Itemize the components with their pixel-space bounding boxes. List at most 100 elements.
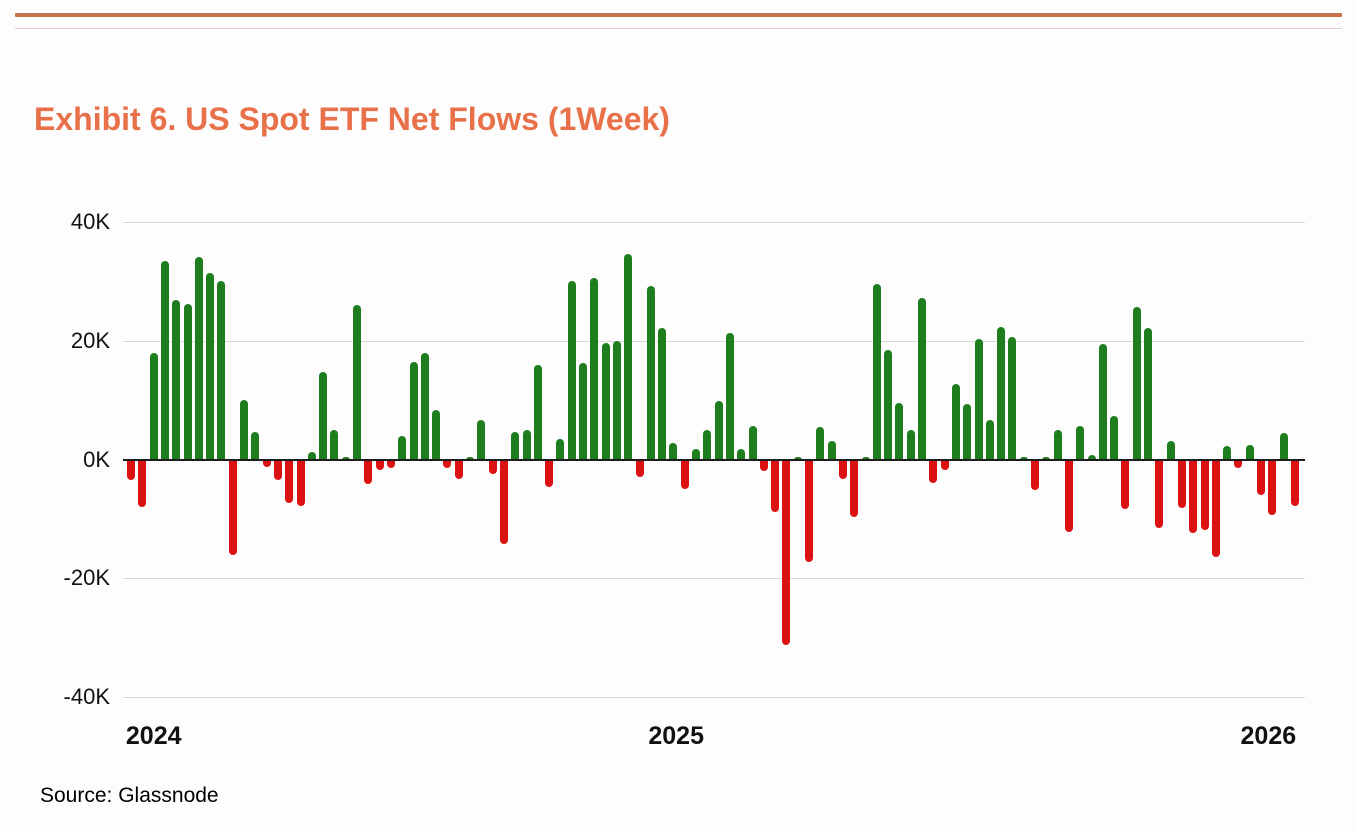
bar-week-12 xyxy=(251,431,260,460)
bar-week-46 xyxy=(635,459,644,477)
bar-week-103 xyxy=(1279,433,1288,460)
bar-week-3 xyxy=(149,352,158,460)
bar-week-70 xyxy=(906,429,915,460)
bar-week-74 xyxy=(951,384,960,460)
bar-week-63 xyxy=(827,440,836,460)
bar-week-22 xyxy=(364,459,373,485)
bar-week-48 xyxy=(658,328,667,460)
bar-week-27 xyxy=(420,353,429,460)
bar-week-69 xyxy=(895,403,904,460)
bar-week-72 xyxy=(929,459,938,484)
bar-week-99 xyxy=(1234,459,1243,469)
gridline-20K xyxy=(123,340,1305,342)
bar-week-1 xyxy=(127,459,135,481)
bar-week-57 xyxy=(759,459,768,472)
bar-week-11 xyxy=(240,400,248,460)
bar-week-4 xyxy=(160,260,169,460)
bar-week-15 xyxy=(285,459,294,504)
bar-week-102 xyxy=(1268,459,1277,515)
bar-week-80 xyxy=(1019,456,1028,460)
top-accent-rule xyxy=(15,13,1342,17)
gridline--40K xyxy=(123,697,1305,698)
bar-week-101 xyxy=(1257,459,1266,495)
bar-week-36 xyxy=(522,429,531,460)
bar-week-64 xyxy=(838,459,847,479)
bar-week-25 xyxy=(398,436,407,460)
bar-week-17 xyxy=(307,451,316,460)
bar-week-18 xyxy=(319,372,328,460)
bar-week-16 xyxy=(296,459,305,507)
bar-week-67 xyxy=(872,284,881,460)
bar-week-44 xyxy=(612,341,621,460)
bar-week-30 xyxy=(454,459,463,479)
bar-week-88 xyxy=(1110,416,1119,460)
bar-week-87 xyxy=(1098,343,1107,460)
bar-week-2 xyxy=(138,459,147,507)
bar-week-14 xyxy=(273,459,282,480)
bar-week-23 xyxy=(375,459,384,470)
bar-week-49 xyxy=(669,443,678,460)
bar-week-66 xyxy=(861,456,870,460)
bar-week-58 xyxy=(771,459,780,512)
bar-week-13 xyxy=(262,459,271,467)
chart-title: Exhibit 6. US Spot ETF Net Flows (1Week) xyxy=(34,101,670,137)
bar-week-86 xyxy=(1087,454,1096,460)
bar-week-35 xyxy=(511,431,520,460)
bar-week-26 xyxy=(409,361,418,460)
bar-week-96 xyxy=(1200,459,1209,530)
bar-week-62 xyxy=(816,427,825,460)
bar-week-50 xyxy=(680,459,689,489)
bar-week-29 xyxy=(443,459,452,469)
bar-week-53 xyxy=(714,401,723,460)
bar-week-75 xyxy=(963,404,972,460)
bar-week-33 xyxy=(488,459,497,475)
bar-week-6 xyxy=(183,303,192,460)
y-tick-label--20K: -20K xyxy=(63,565,110,591)
bar-week-8 xyxy=(206,273,215,460)
bar-week-79 xyxy=(1008,337,1017,460)
y-tick-label--40K: -40K xyxy=(63,684,110,709)
bar-week-51 xyxy=(692,449,701,460)
bar-week-21 xyxy=(353,304,362,460)
bar-week-104 xyxy=(1291,459,1299,506)
bar-week-20 xyxy=(341,456,350,460)
bar-week-71 xyxy=(918,298,927,460)
bar-week-98 xyxy=(1223,446,1232,460)
bar-week-32 xyxy=(477,419,486,460)
bar-week-31 xyxy=(466,456,475,460)
y-tick-label-20K: 20K xyxy=(70,327,110,353)
bar-week-89 xyxy=(1121,459,1130,509)
bar-week-91 xyxy=(1144,328,1153,460)
y-tick-label-40K: 40K xyxy=(70,209,110,234)
bar-week-24 xyxy=(386,459,395,469)
bar-week-84 xyxy=(1064,459,1073,532)
bar-week-81 xyxy=(1031,459,1040,491)
y-tick-label-0K: 0K xyxy=(83,446,110,472)
bar-week-94 xyxy=(1177,459,1186,508)
bar-week-90 xyxy=(1132,306,1141,460)
bar-week-19 xyxy=(330,430,339,460)
bar-week-40 xyxy=(567,281,576,460)
bar-week-95 xyxy=(1189,459,1198,533)
x-axis-label-2025: 2025 xyxy=(648,722,704,750)
bar-week-65 xyxy=(850,459,859,517)
gridline-40K xyxy=(123,222,1305,223)
bar-week-43 xyxy=(601,343,610,460)
bar-week-39 xyxy=(556,438,565,460)
bar-week-52 xyxy=(703,429,712,460)
bar-week-55 xyxy=(737,449,746,460)
bar-week-97 xyxy=(1211,459,1220,557)
bar-week-41 xyxy=(579,363,588,460)
top-accent-rule-thin xyxy=(15,28,1342,29)
bar-week-68 xyxy=(884,350,893,460)
bar-week-60 xyxy=(793,456,802,460)
bar-week-56 xyxy=(748,426,757,460)
bar-week-78 xyxy=(997,327,1006,460)
bar-week-82 xyxy=(1042,456,1051,460)
bar-week-9 xyxy=(217,281,226,460)
bar-week-73 xyxy=(940,459,949,470)
bar-week-10 xyxy=(228,459,237,555)
gridline--20K xyxy=(123,578,1305,580)
bar-week-38 xyxy=(545,459,554,487)
bar-week-37 xyxy=(533,364,542,460)
